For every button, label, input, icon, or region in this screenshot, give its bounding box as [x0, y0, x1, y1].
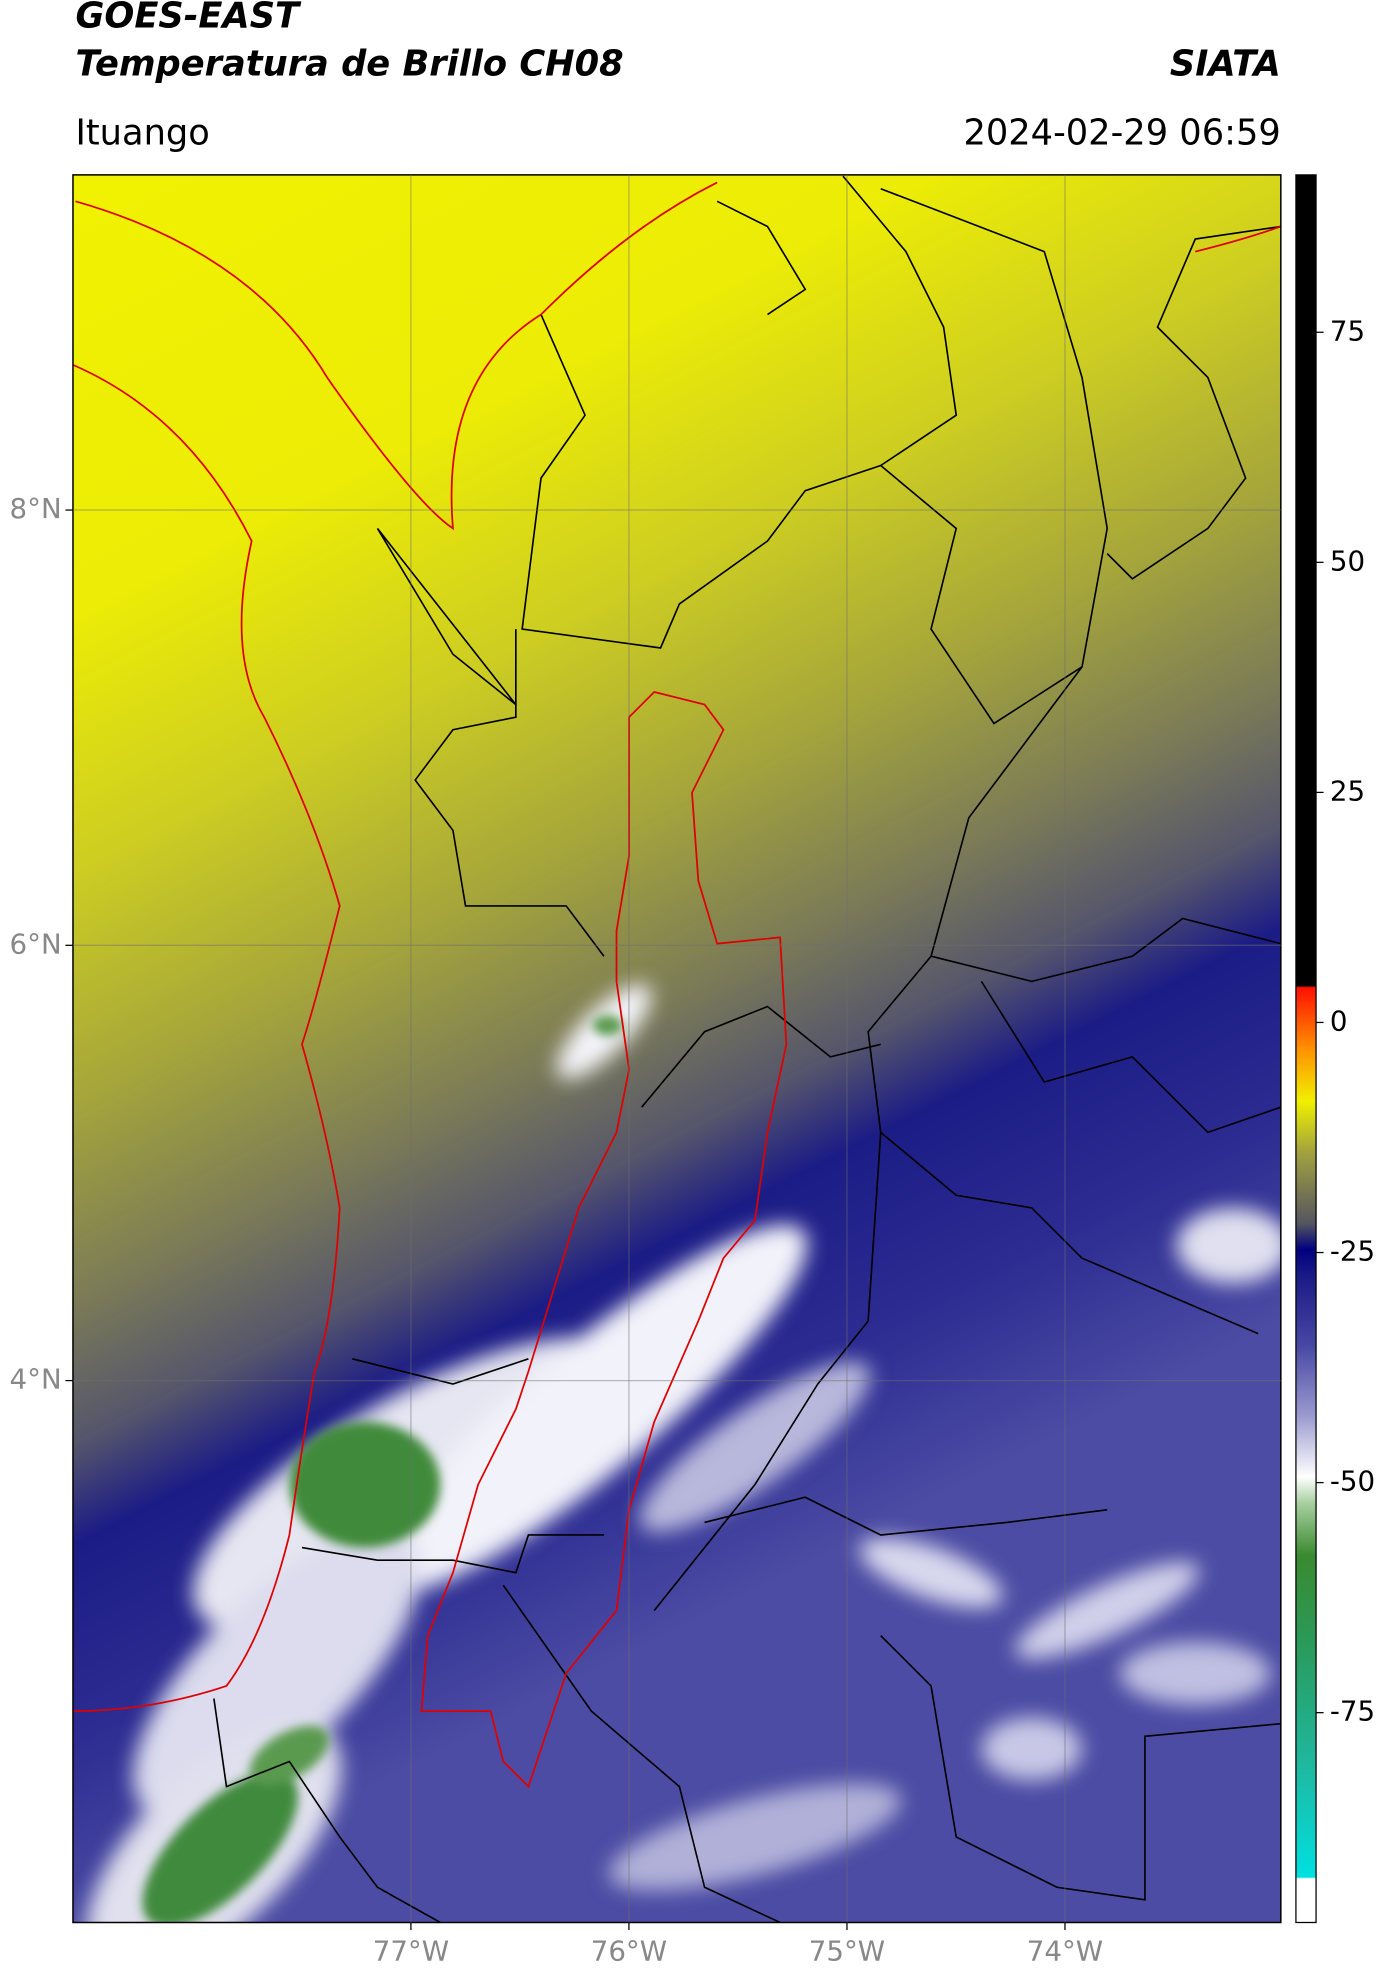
colorbar-tick-label: 25 [1330, 774, 1365, 807]
x-tick-label: 74°W [1027, 1935, 1103, 1968]
x-tick-label: 76°W [591, 1935, 667, 1968]
colorbar-tick-label: 0 [1330, 1004, 1348, 1037]
colorbar-tick-label: -75 [1330, 1695, 1375, 1728]
colorbar [1295, 174, 1317, 1924]
x-tick-label: 77°W [373, 1935, 449, 1968]
map-frame [72, 174, 1282, 1924]
date: 2024-02-29 06:59 [963, 113, 1280, 154]
location: Ituango [75, 113, 209, 154]
colorbar-tick-label: 75 [1330, 314, 1365, 347]
subtitle: Temperatura de Brillo CH08 [75, 43, 623, 84]
imagery [72, 174, 1281, 1923]
y-tick-label: 8°N [10, 492, 62, 525]
source: SIATA [1170, 43, 1281, 84]
colorbar-tick-label: -25 [1330, 1235, 1375, 1268]
x-tick-label: 75°W [809, 1935, 885, 1968]
coast-and-region [72, 181, 1281, 1789]
boundaries [213, 175, 1281, 1923]
colorbar-tick-label: 50 [1330, 544, 1365, 577]
y-tick-label: 6°N [10, 927, 62, 960]
colorbar-tick-label: -50 [1330, 1465, 1375, 1498]
title: GOES-EAST [75, 0, 302, 37]
y-tick-label: 4°N [10, 1363, 62, 1396]
